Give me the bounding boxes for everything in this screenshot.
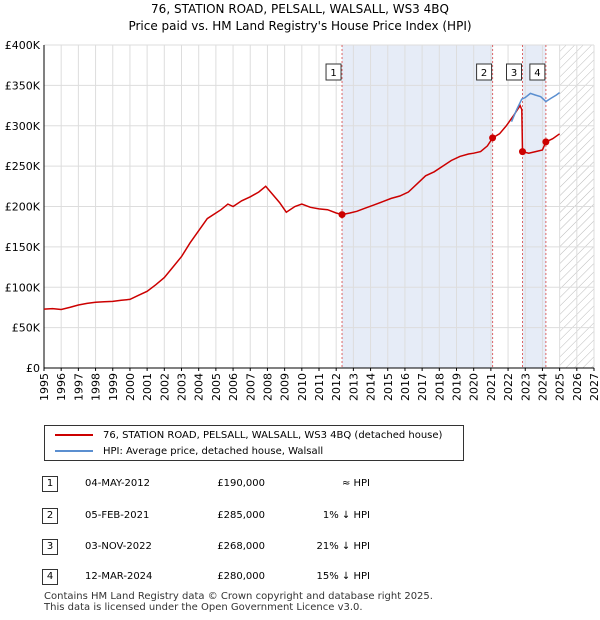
- x-tick-label: 2001: [141, 373, 154, 401]
- x-tick-label: 2026: [571, 373, 584, 401]
- footer-licence: This data is licensed under the Open Gov…: [44, 602, 363, 613]
- sale-price: £190,000: [217, 478, 265, 489]
- y-tick-label: £250K: [5, 160, 41, 173]
- x-tick-label: 2017: [416, 373, 429, 401]
- legend-label-hpi: HPI: Average price, detached house, Wals…: [103, 446, 324, 457]
- x-tick-label: 1997: [72, 373, 85, 401]
- x-tick-label: 2000: [124, 373, 137, 401]
- x-tick-label: 2021: [485, 373, 498, 401]
- sale-marker-label: 4: [534, 68, 540, 79]
- sale-hpi-comparison: ≈ HPI: [341, 478, 370, 489]
- sale-point: [519, 148, 526, 156]
- sale-number: 2: [42, 508, 58, 524]
- legend-label-property: 76, STATION ROAD, PELSALL, WALSALL, WS3 …: [103, 430, 443, 441]
- sale-price: £280,000: [217, 571, 265, 582]
- x-tick-label: 2013: [347, 373, 360, 401]
- sale-marker-label: 3: [511, 68, 517, 79]
- x-tick-label: 2003: [176, 373, 189, 401]
- x-tick-label: 1998: [90, 373, 103, 401]
- x-tick-label: 2002: [158, 373, 171, 401]
- sale-date: 12-MAR-2024: [85, 571, 153, 582]
- sale-hpi-comparison: 1% ↓ HPI: [322, 510, 370, 521]
- x-tick-label: 1999: [107, 373, 120, 401]
- sale-marker-box: [476, 63, 493, 81]
- sale-number: 3: [42, 539, 58, 555]
- x-tick-label: 2010: [296, 373, 309, 401]
- sale-point: [542, 138, 550, 146]
- sale-marker-label: 1: [330, 68, 336, 79]
- property-price-line: [43, 104, 561, 311]
- sale-hpi-comparison: 15% ↓ HPI: [316, 571, 370, 582]
- x-tick-label: 1996: [55, 373, 68, 401]
- x-tick-label: 2024: [536, 373, 549, 401]
- table-row: 4 12-MAR-2024 £280,000 15% ↓ HPI: [0, 569, 600, 587]
- sale-number: 1: [42, 476, 58, 492]
- sale-price: £268,000: [217, 541, 265, 552]
- x-tick-label: 2014: [365, 373, 378, 401]
- x-tick-label: 2007: [244, 373, 257, 401]
- x-tick-label: 2027: [588, 373, 600, 401]
- legend-item-property: 76, STATION ROAD, PELSALL, WALSALL, WS3 …: [55, 429, 442, 443]
- sale-price: £285,000: [217, 510, 265, 521]
- sale-date: 05-FEB-2021: [85, 510, 150, 521]
- sale-point: [489, 134, 497, 142]
- y-tick-label: £400K: [5, 39, 41, 52]
- x-tick-label: 1995: [38, 373, 51, 401]
- sale-marker-box: [325, 63, 342, 81]
- x-tick-label: 2004: [193, 373, 206, 401]
- legend-item-hpi: HPI: Average price, detached house, Wals…: [55, 445, 323, 459]
- x-tick-label: 2023: [519, 373, 532, 401]
- legend: 76, STATION ROAD, PELSALL, WALSALL, WS3 …: [44, 425, 464, 461]
- chart-title: 76, STATION ROAD, PELSALL, WALSALL, WS3 …: [151, 2, 449, 16]
- table-row: 3 03-NOV-2022 £268,000 21% ↓ HPI: [0, 539, 600, 557]
- hpi-line: [510, 91, 561, 122]
- sale-number: 4: [42, 569, 58, 585]
- sale-hpi-comparison: 21% ↓ HPI: [316, 541, 370, 552]
- y-tick-label: £350K: [5, 79, 41, 92]
- x-tick-label: 2005: [210, 373, 223, 401]
- legend-swatch-property: [55, 434, 93, 436]
- table-row: 2 05-FEB-2021 £285,000 1% ↓ HPI: [0, 508, 600, 526]
- y-tick-label: £100K: [5, 281, 41, 294]
- x-tick-label: 2022: [502, 373, 515, 401]
- x-tick-label: 2015: [382, 373, 395, 401]
- sale-date: 03-NOV-2022: [85, 541, 152, 552]
- x-tick-label: 2009: [279, 373, 292, 401]
- y-tick-label: £300K: [5, 120, 41, 133]
- x-tick-label: 2016: [399, 373, 412, 401]
- y-tick-label: £0: [26, 362, 40, 375]
- y-tick-label: £50K: [12, 322, 41, 335]
- sale-marker-box: [506, 63, 522, 81]
- x-tick-label: 2019: [451, 373, 464, 401]
- sale-marker-label: 2: [481, 68, 487, 79]
- sale-point: [338, 211, 346, 219]
- sale-marker-box: [529, 63, 546, 81]
- sale-date: 04-MAY-2012: [85, 478, 151, 489]
- price-chart: £0 £50K £100K £150K £200K £250K £300K £350K £400…: [5, 39, 600, 401]
- legend-swatch-hpi: [55, 450, 93, 452]
- x-tick-label: 2012: [330, 373, 343, 401]
- footer-copyright: Contains HM Land Registry data © Crown c…: [44, 591, 433, 602]
- x-tick-label: 2011: [313, 373, 326, 401]
- x-tick-label: 2008: [261, 373, 274, 401]
- x-tick-label: 2025: [554, 373, 567, 401]
- x-tick-label: 2006: [227, 373, 240, 401]
- y-tick-label: £150K: [5, 241, 41, 254]
- table-row: 1 04-MAY-2012 £190,000 ≈ HPI: [0, 476, 600, 494]
- x-tick-label: 2018: [433, 373, 446, 401]
- chart-subtitle: Price paid vs. HM Land Registry's House …: [128, 19, 472, 33]
- x-tick-label: 2020: [468, 373, 481, 401]
- y-tick-label: £200K: [5, 201, 41, 214]
